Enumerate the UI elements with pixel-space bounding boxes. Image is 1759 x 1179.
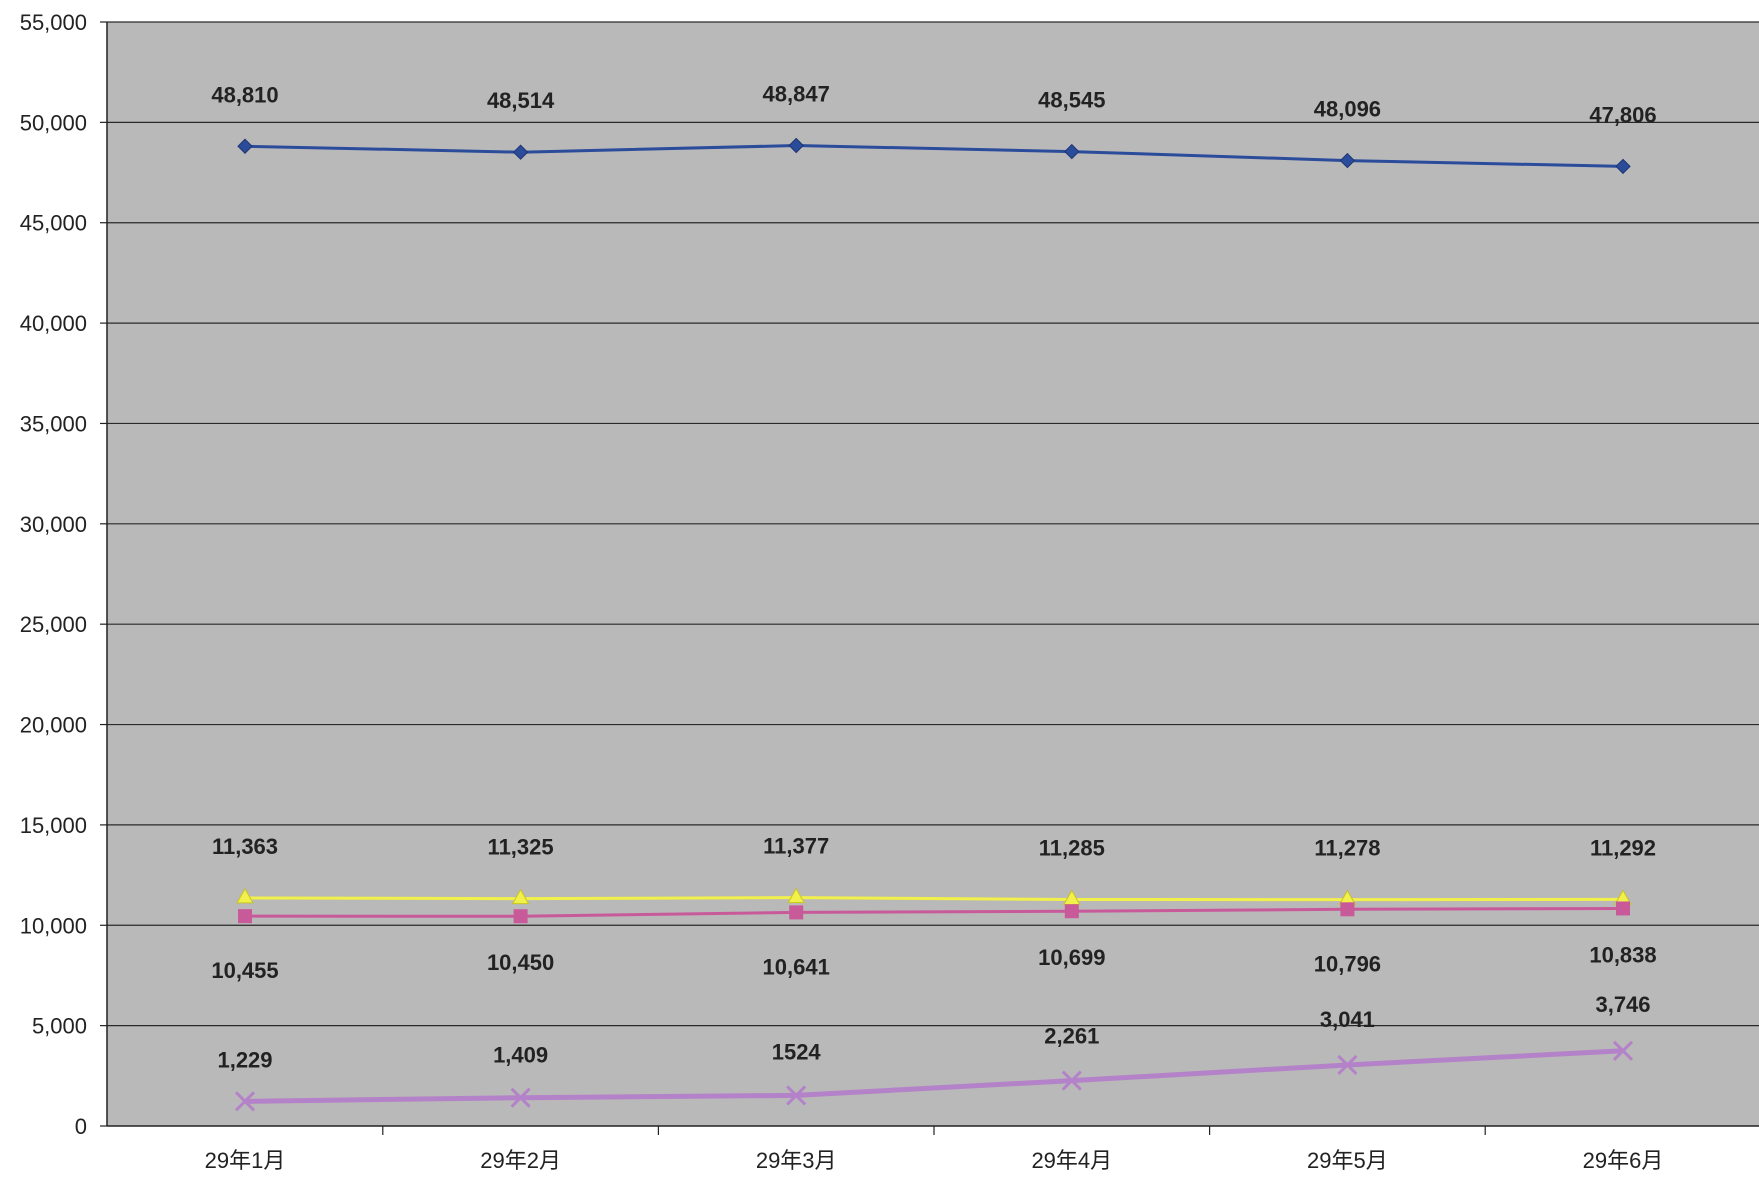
x-tick-label: 29年2月 (480, 1148, 561, 1173)
data-label: 3,746 (1595, 992, 1650, 1017)
data-point (1064, 904, 1079, 919)
data-point (1337, 1054, 1358, 1076)
data-point (236, 887, 254, 904)
data-label: 10,455 (211, 958, 278, 983)
data-point (1339, 152, 1356, 169)
data-point (511, 888, 530, 905)
series-line (244, 144, 1624, 168)
data-label: 10,699 (1038, 945, 1105, 970)
x-tick-label: 29年5月 (1307, 1148, 1388, 1173)
data-point (237, 138, 253, 154)
axes: 0 5,000 10,000 15,000 20,000 25,000 30,000 35,0… (20, 10, 1759, 1173)
data-point (1340, 902, 1355, 917)
data-label: 11,377 (763, 834, 829, 859)
series-line (244, 1048, 1624, 1104)
series-line (244, 896, 1624, 902)
data-point (1616, 901, 1630, 916)
data-label: 11,285 (1039, 835, 1105, 860)
y-tick-label: 40,000 (20, 311, 87, 336)
x-tick-label: 29年3月 (756, 1148, 837, 1173)
data-label: 48,545 (1038, 88, 1105, 113)
data-point (510, 1087, 531, 1108)
data-label: 2,261 (1044, 1024, 1099, 1049)
data-point (1612, 1040, 1634, 1061)
data-point (786, 1085, 807, 1106)
y-tick-label: 0 (75, 1114, 87, 1139)
data-label: 48,514 (487, 88, 555, 113)
data-point (238, 909, 252, 924)
data-point (789, 905, 804, 920)
data-label: 48,810 (211, 82, 278, 107)
y-tick-label: 25,000 (20, 612, 87, 637)
data-label: 11,278 (1314, 836, 1380, 861)
data-label: 10,450 (487, 950, 554, 975)
y-tick-label: 55,000 (20, 10, 87, 35)
plot-area (107, 22, 1759, 1126)
y-tick-label: 30,000 (20, 512, 87, 537)
data-label: 11,325 (488, 835, 554, 860)
data-label: 1,409 (493, 1043, 548, 1068)
data-point (512, 144, 529, 160)
data-label: 48,847 (763, 82, 830, 107)
data-label: 47,806 (1589, 102, 1656, 127)
data-point (1061, 1070, 1082, 1091)
y-tick-label: 35,000 (20, 411, 87, 436)
x-tick-label: 29年4月 (1031, 1148, 1112, 1173)
data-point (787, 887, 806, 904)
data-label: 11,292 (1590, 835, 1656, 860)
data-point (513, 909, 528, 924)
x-tick-label: 29年6月 (1583, 1148, 1664, 1173)
y-tick-label: 50,000 (20, 110, 87, 135)
data-point (788, 137, 804, 154)
y-tick-label: 45,000 (20, 211, 87, 236)
x-tick-label: 29年1月 (205, 1148, 286, 1173)
data-label: 10,641 (763, 954, 830, 979)
data-label: 48,096 (1314, 97, 1381, 122)
data-label: 3,041 (1320, 1007, 1375, 1032)
data-point (1064, 143, 1080, 160)
data-label: 11,363 (212, 834, 278, 859)
data-point (234, 1091, 256, 1112)
y-tick-label: 20,000 (20, 713, 87, 738)
series-lines (234, 137, 1634, 1112)
data-label: 1,229 (217, 1047, 272, 1072)
y-tick-label: 15,000 (20, 813, 87, 838)
gridlines (107, 21, 1759, 1027)
y-tick-label: 5,000 (32, 1014, 87, 1039)
data-labels: 48,810 48,514 48,847 48,545 48,096 47,806 11,3… (211, 82, 1656, 1073)
data-label: 1524 (772, 1039, 822, 1064)
data-point (1615, 158, 1631, 175)
data-label: 10,838 (1589, 942, 1656, 967)
y-tick-label: 10,000 (20, 913, 87, 938)
series-line (244, 906, 1624, 918)
data-label: 10,796 (1314, 951, 1381, 976)
